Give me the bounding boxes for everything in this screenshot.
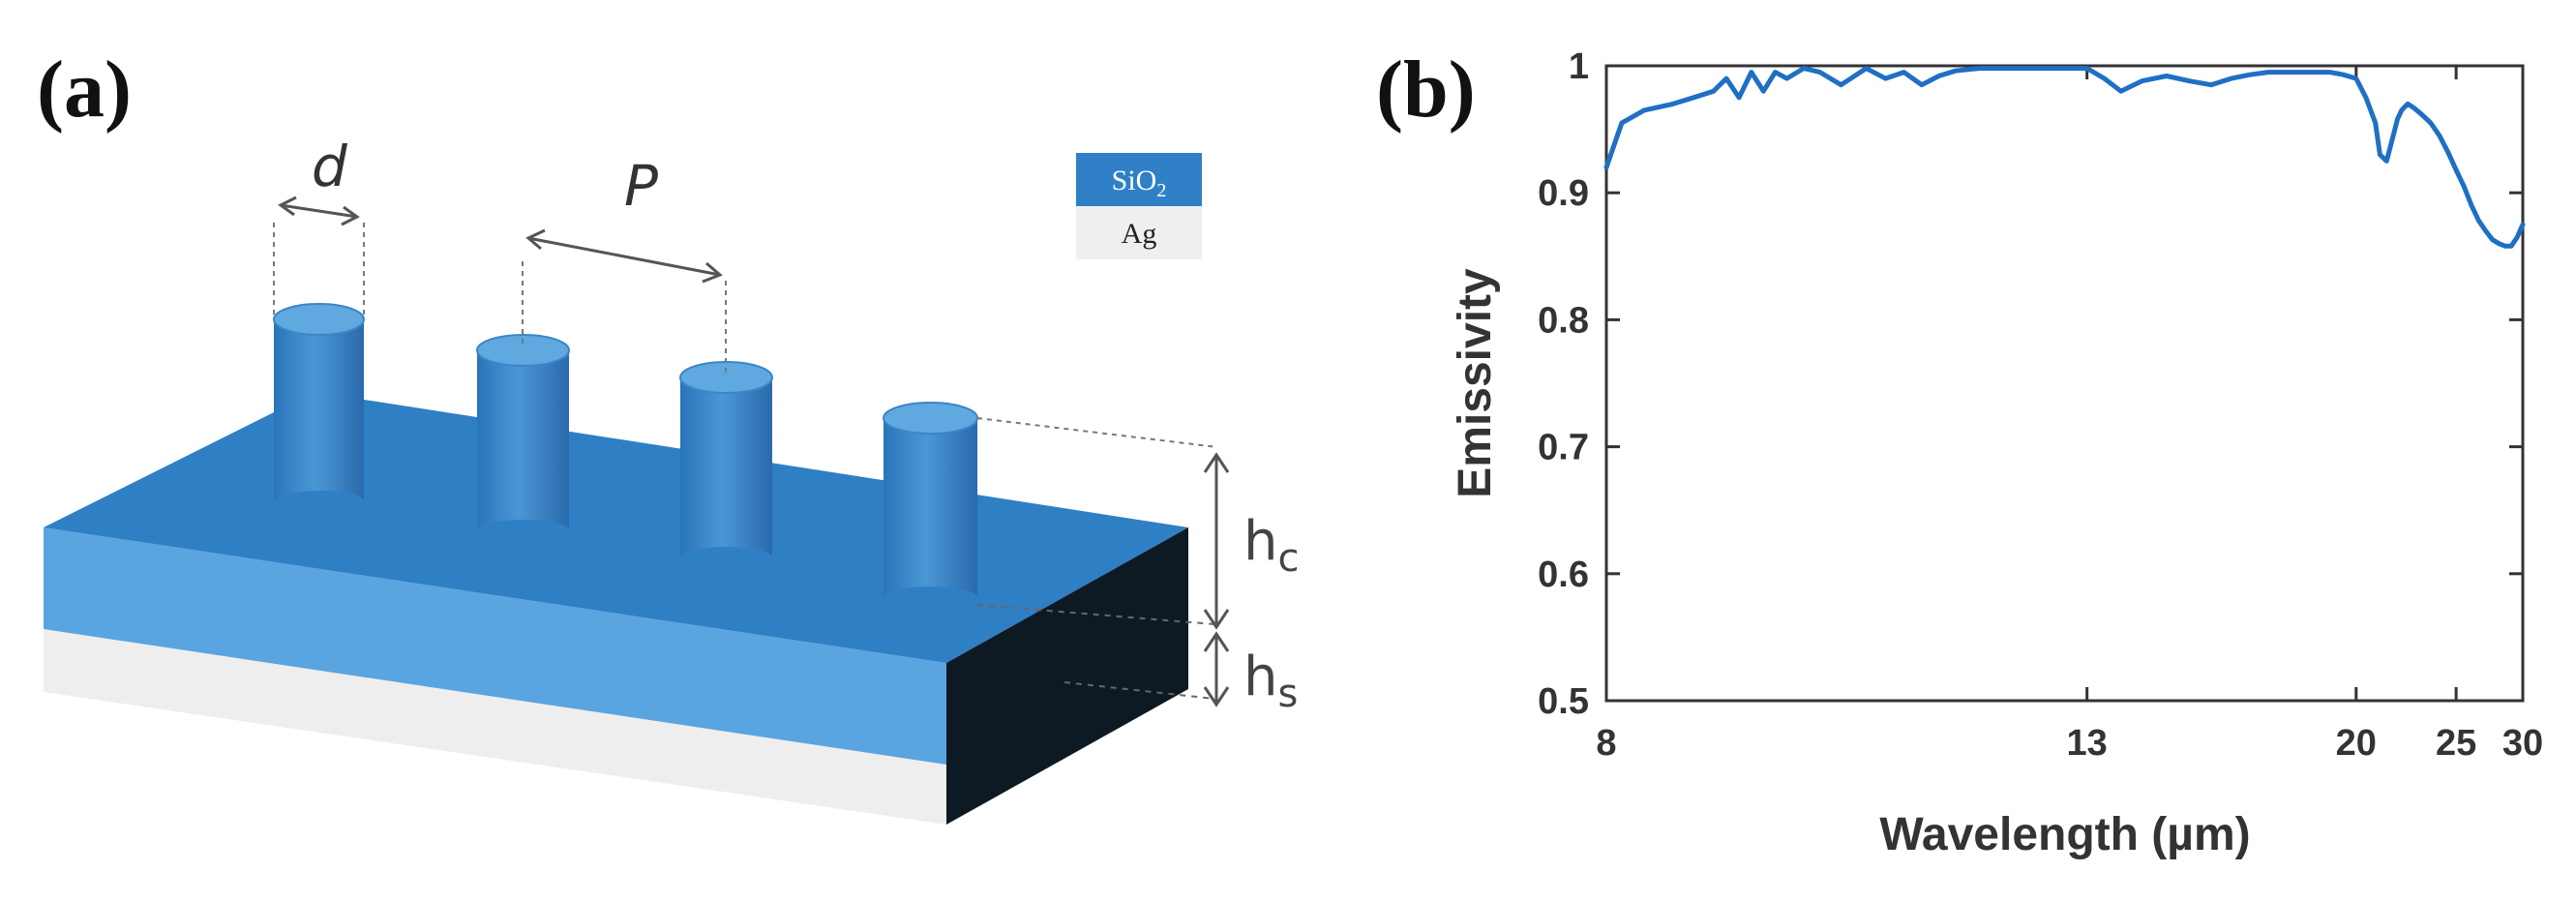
side-dash-1 [976,604,1215,625]
pillar-4 [883,402,978,608]
plot-frame [1604,64,2525,703]
sio2-slab-front [44,527,946,765]
ag-layer-front [44,629,946,825]
emissivity-series-line [1603,66,2526,249]
y-tick-label: 0.8 [1538,300,1589,341]
dim-d-label: d [312,134,348,199]
x-tick-label: 25 [2436,723,2476,764]
dim-hs-label: hs [1243,646,1298,716]
pillar-3 [679,361,773,568]
dimension-d: d [273,134,365,315]
y-tick-label: 0.6 [1538,555,1589,595]
pillar-2 [476,334,570,541]
legend-label-ag: Ag [1122,218,1157,250]
dim-hc-label: hc [1243,510,1300,581]
x-tick-label: 20 [2336,723,2377,764]
panel-b-label: (b) [1376,45,1476,135]
x-axis: 8 13 20 25 30 [1596,66,2543,764]
legend-swatch-ag [1076,206,1202,259]
dim-p-label: P [624,153,658,219]
legend-label-sio2: SiO2 [1112,165,1167,201]
x-tick-label: 8 [1596,723,1616,764]
y-tick-label: 0.5 [1538,681,1589,722]
y-axis: 0.5 0.6 0.7 0.8 0.9 1 [1538,46,2523,722]
x-axis-title: Wavelength (µm) [1879,809,2250,860]
y-axis-title: Emissivity [1450,268,1501,498]
dimension-p: P [522,153,727,373]
material-legend: SiO2 Ag [1076,153,1202,259]
dimension-heights: hc hs [976,417,1300,716]
slab-side-face [946,527,1188,825]
side-dash-2 [1063,681,1215,700]
y-tick-label: 0.9 [1538,173,1589,214]
legend-swatch-sio2 [1076,153,1202,206]
pillar-1 [273,303,365,512]
panel-a-label: (a) [37,45,132,135]
y-tick-label: 1 [1569,46,1589,87]
x-tick-label: 13 [2067,723,2108,764]
panel-a: (a) [37,45,1300,825]
emissivity-chart: 0.5 0.6 0.7 0.8 0.9 1 8 13 20 25 30 Wavelength (µ… [1450,46,2543,860]
panel-b: (b) 0.5 0.6 0.7 0.8 0.9 1 8 13 20 25 30 Wavelengt… [1376,45,2543,860]
x-tick-label: 30 [2502,723,2543,764]
y-tick-label: 0.7 [1538,428,1589,468]
